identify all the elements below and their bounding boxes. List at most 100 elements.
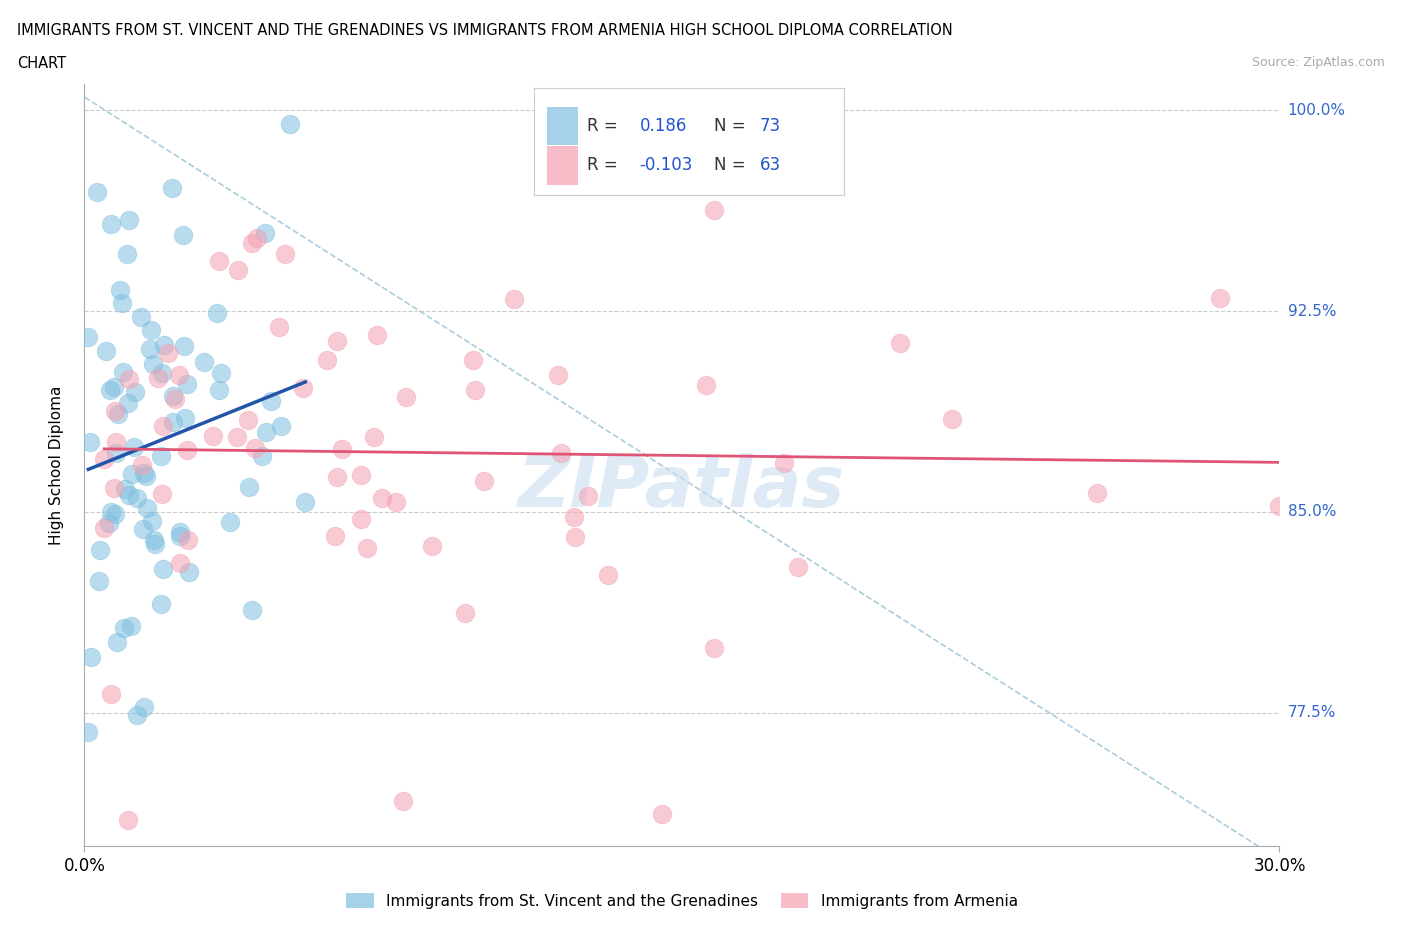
Point [550,446,572,461]
Point [110,282,132,297]
Text: R =: R = [586,117,617,135]
Point [163,392,186,406]
Point [254,226,277,241]
Point [176,442,198,457]
Point [260,393,283,408]
Point [104,403,127,418]
Point [773,456,796,471]
Legend: Immigrants from St. Vincent and the Grenadines, Immigrants from Armenia: Immigrants from St. Vincent and the Gren… [340,886,1024,915]
Text: Source: ZipAtlas.com: Source: ZipAtlas.com [1251,56,1385,69]
Point [125,707,148,722]
Point [274,246,297,261]
Point [294,495,316,510]
Point [651,806,673,821]
Point [134,466,156,481]
Point [350,512,373,526]
Point [100,217,122,232]
Point [96,344,118,359]
Point [420,538,443,553]
Point [1085,485,1108,500]
Point [177,565,200,579]
Point [93,452,115,467]
Point [201,429,224,444]
Point [169,525,191,539]
Point [315,352,337,367]
Point [129,310,152,325]
Point [107,406,129,421]
Point [77,724,100,739]
Point [463,353,485,368]
Point [156,345,179,360]
Point [100,686,122,701]
Point [150,596,173,611]
Point [208,382,231,397]
Point [225,430,247,445]
Point [454,606,477,621]
Text: IMMIGRANTS FROM ST. VINCENT AND THE GRENADINES VS IMMIGRANTS FROM ARMENIA HIGH S: IMMIGRANTS FROM ST. VINCENT AND THE GREN… [17,23,953,38]
Point [142,533,165,548]
Point [240,235,263,250]
Point [193,354,215,369]
Text: CHART: CHART [17,56,66,71]
Point [127,491,149,506]
Point [243,441,266,456]
Point [150,365,173,380]
Point [135,469,157,484]
Point [169,528,191,543]
Point [152,418,174,433]
Point [464,382,486,397]
Text: -0.103: -0.103 [640,156,693,174]
Text: 73: 73 [761,117,782,135]
Point [695,378,717,392]
Point [103,481,125,496]
Point [173,410,195,425]
Point [117,488,139,503]
Point [104,434,127,449]
Point [142,357,165,372]
Point [325,529,347,544]
Point [547,367,569,382]
Point [218,514,240,529]
Point [703,203,725,218]
Point [889,336,911,351]
Point [395,389,418,404]
Point [118,371,141,386]
Text: 92.5%: 92.5% [1288,303,1336,319]
Text: 77.5%: 77.5% [1288,705,1336,720]
Text: 100.0%: 100.0% [1288,103,1346,118]
Point [122,439,145,454]
Point [326,470,349,485]
Point [228,262,250,277]
Point [363,430,385,445]
Point [118,212,141,227]
Point [1208,290,1230,305]
Point [152,562,174,577]
Point [79,434,101,449]
Text: R =: R = [586,156,617,174]
Text: ZIPatlas: ZIPatlas [519,454,845,523]
Point [112,620,135,635]
Point [148,370,170,385]
Bar [547,107,578,145]
Point [384,495,406,510]
Text: 85.0%: 85.0% [1288,504,1336,519]
Text: N =: N = [714,117,745,135]
Point [114,482,136,497]
Point [238,480,260,495]
Point [564,530,586,545]
Text: 63: 63 [761,156,782,174]
Point [172,228,194,243]
Point [326,334,349,349]
Point [89,542,111,557]
Point [941,412,963,427]
Point [270,418,292,433]
Point [111,296,134,311]
Point [105,634,128,649]
Point [205,306,228,321]
Point [120,619,142,634]
Point [562,510,585,525]
Point [105,445,128,460]
Point [502,292,524,307]
Point [162,415,184,430]
Point [169,555,191,570]
